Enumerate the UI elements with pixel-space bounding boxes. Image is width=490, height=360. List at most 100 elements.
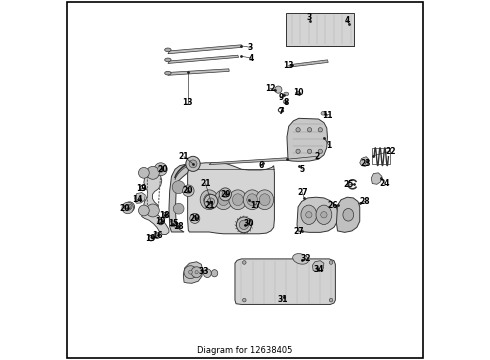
Ellipse shape bbox=[211, 270, 218, 277]
Text: 20: 20 bbox=[157, 165, 168, 174]
Text: Diagram for 12638405: Diagram for 12638405 bbox=[197, 346, 293, 355]
Ellipse shape bbox=[283, 100, 288, 104]
Text: 15: 15 bbox=[168, 219, 178, 228]
Ellipse shape bbox=[154, 163, 167, 176]
Ellipse shape bbox=[186, 156, 200, 171]
Ellipse shape bbox=[229, 190, 247, 210]
Text: 4: 4 bbox=[249, 54, 254, 63]
Ellipse shape bbox=[163, 212, 168, 218]
Polygon shape bbox=[297, 197, 338, 232]
Ellipse shape bbox=[172, 181, 185, 194]
Text: 19: 19 bbox=[155, 217, 166, 226]
Ellipse shape bbox=[189, 270, 193, 274]
Ellipse shape bbox=[301, 205, 317, 225]
Text: 19: 19 bbox=[136, 184, 146, 193]
Ellipse shape bbox=[247, 194, 258, 206]
Ellipse shape bbox=[243, 298, 246, 302]
Text: 14: 14 bbox=[132, 195, 143, 204]
Text: 3: 3 bbox=[307, 13, 312, 22]
Text: 17: 17 bbox=[250, 201, 261, 210]
Ellipse shape bbox=[173, 203, 184, 214]
Text: 24: 24 bbox=[380, 179, 390, 188]
Ellipse shape bbox=[222, 191, 228, 198]
Polygon shape bbox=[168, 69, 229, 75]
Text: 16: 16 bbox=[152, 231, 162, 240]
Ellipse shape bbox=[218, 194, 229, 206]
Ellipse shape bbox=[306, 212, 312, 218]
Text: 1: 1 bbox=[327, 141, 332, 150]
Text: 13: 13 bbox=[283, 61, 294, 70]
Ellipse shape bbox=[236, 217, 251, 233]
Ellipse shape bbox=[175, 223, 180, 229]
Text: 2: 2 bbox=[314, 152, 319, 161]
Ellipse shape bbox=[307, 128, 312, 132]
Text: 19: 19 bbox=[145, 234, 155, 243]
Text: 18: 18 bbox=[173, 222, 184, 231]
Text: 34: 34 bbox=[313, 265, 324, 274]
Text: 25: 25 bbox=[344, 180, 354, 189]
Polygon shape bbox=[144, 171, 162, 212]
Text: 7: 7 bbox=[278, 107, 284, 116]
Ellipse shape bbox=[207, 198, 215, 205]
Polygon shape bbox=[135, 193, 146, 203]
Ellipse shape bbox=[307, 149, 312, 153]
Text: 11: 11 bbox=[322, 111, 333, 120]
Ellipse shape bbox=[127, 204, 132, 210]
Text: 10: 10 bbox=[294, 87, 304, 96]
Text: 12: 12 bbox=[265, 84, 275, 93]
Ellipse shape bbox=[329, 298, 333, 302]
Text: 31: 31 bbox=[277, 294, 288, 303]
Ellipse shape bbox=[243, 190, 261, 210]
Ellipse shape bbox=[239, 220, 248, 229]
Polygon shape bbox=[290, 60, 328, 67]
Ellipse shape bbox=[232, 194, 243, 206]
Ellipse shape bbox=[321, 112, 325, 115]
Ellipse shape bbox=[318, 128, 322, 132]
Polygon shape bbox=[188, 163, 274, 234]
Text: 21: 21 bbox=[200, 179, 211, 188]
Text: 27: 27 bbox=[297, 188, 308, 197]
Ellipse shape bbox=[296, 149, 300, 153]
Ellipse shape bbox=[164, 214, 167, 216]
Ellipse shape bbox=[191, 267, 202, 278]
Ellipse shape bbox=[176, 225, 179, 227]
Ellipse shape bbox=[343, 208, 354, 221]
Polygon shape bbox=[337, 197, 360, 232]
Polygon shape bbox=[287, 118, 327, 161]
Ellipse shape bbox=[165, 48, 171, 51]
Ellipse shape bbox=[219, 188, 231, 201]
Ellipse shape bbox=[243, 261, 246, 264]
Bar bbox=[372, 148, 390, 164]
Ellipse shape bbox=[256, 190, 274, 210]
Ellipse shape bbox=[215, 190, 232, 210]
Polygon shape bbox=[209, 158, 287, 165]
Ellipse shape bbox=[165, 58, 171, 62]
Polygon shape bbox=[360, 157, 368, 166]
Ellipse shape bbox=[296, 128, 300, 132]
Ellipse shape bbox=[122, 202, 133, 214]
Ellipse shape bbox=[147, 166, 159, 179]
Polygon shape bbox=[168, 55, 239, 63]
Text: 33: 33 bbox=[198, 267, 209, 276]
Text: 20: 20 bbox=[182, 186, 193, 195]
Ellipse shape bbox=[275, 86, 282, 93]
Ellipse shape bbox=[165, 71, 171, 75]
Text: 9: 9 bbox=[278, 93, 284, 102]
Ellipse shape bbox=[329, 261, 333, 264]
Ellipse shape bbox=[192, 216, 197, 221]
Text: 27: 27 bbox=[294, 228, 304, 237]
Polygon shape bbox=[168, 45, 242, 54]
Ellipse shape bbox=[139, 167, 149, 178]
Ellipse shape bbox=[295, 91, 300, 95]
Ellipse shape bbox=[139, 205, 149, 216]
Text: 32: 32 bbox=[301, 255, 311, 264]
Ellipse shape bbox=[124, 202, 135, 212]
Ellipse shape bbox=[189, 160, 197, 168]
Ellipse shape bbox=[190, 213, 200, 224]
Text: 20: 20 bbox=[120, 204, 130, 213]
Text: 5: 5 bbox=[300, 165, 305, 174]
Ellipse shape bbox=[321, 212, 327, 218]
Ellipse shape bbox=[204, 194, 215, 206]
Ellipse shape bbox=[204, 194, 218, 209]
Text: 3: 3 bbox=[248, 43, 253, 52]
